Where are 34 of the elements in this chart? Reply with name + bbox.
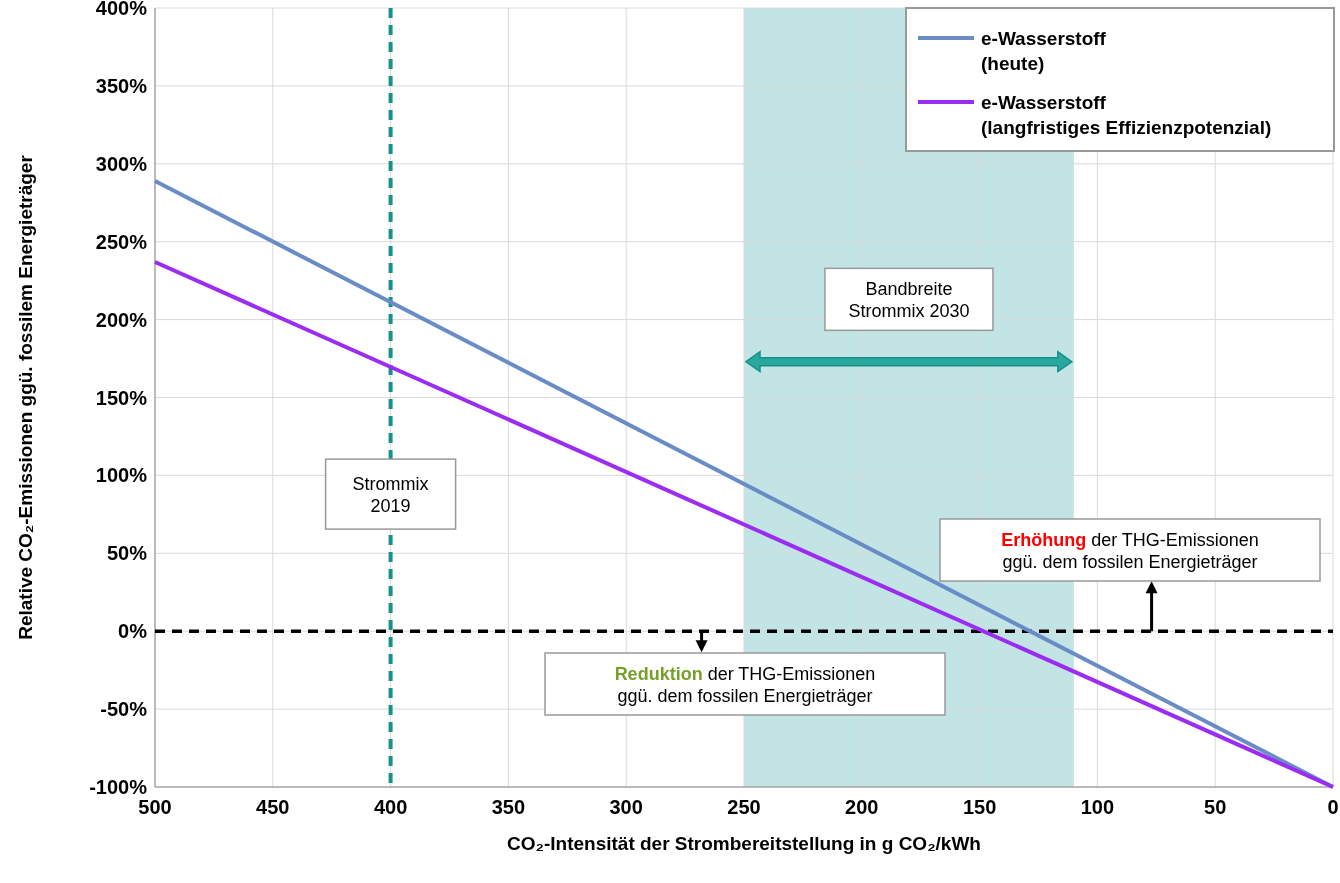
y-tick-label: 300% [95, 152, 148, 175]
y-tick-label: 250% [95, 230, 148, 253]
legend-label: e-Wasserstoff (langfristiges Effizienzpotenzial) [981, 92, 1272, 138]
x-tick-label: 50 [1204, 796, 1227, 818]
y-tick-label: 200% [95, 308, 148, 331]
label-box: Strommix 2019 [324, 458, 457, 530]
x-tick-label: 300 [609, 796, 643, 818]
y-tick-label: 150% [95, 386, 148, 409]
x-tick-label: 400 [373, 796, 408, 818]
label-box: Reduktion der THG-Emissionen ggü. dem fossilen Energieträger [544, 652, 946, 716]
x-tick-label: 500 [138, 796, 172, 818]
legend-label: e-Wasserstoff (heute) [981, 28, 1107, 74]
label-box: Bandbreite Strommix 2030 [824, 267, 994, 332]
y-tick-label: 400% [95, 0, 148, 19]
y-tick-label: 0% [118, 620, 148, 643]
x-tick-label: 250 [727, 796, 761, 818]
band-label: Bandbreite Strommix 2030 [848, 279, 970, 322]
x-tick-label: 0 [1327, 796, 1339, 818]
y-tick-label: 100% [95, 464, 148, 487]
ref-line-label: Strommix 2019 [352, 474, 429, 517]
y-axis-title: Relative CO₂-Emissionen ggü. fossilem Energieträger [15, 154, 36, 640]
x-tick-label: 100 [1080, 796, 1115, 818]
annotation: Erhöhung der THG-Emissionen ggü. dem fossilen Energieträger [1001, 530, 1259, 572]
x-tick-label: 200 [845, 796, 879, 818]
y-tick-label: -100% [89, 776, 148, 798]
y-tick-label: 50% [106, 542, 148, 565]
x-tick-label: 450 [256, 796, 290, 818]
x-tick-label: 150 [962, 796, 997, 818]
x-tick-label: 350 [491, 796, 526, 818]
annotation: Reduktion der THG-Emissionen ggü. dem fossilen Energieträger [614, 664, 876, 706]
label-box: Erhöhung der THG-Emissionen ggü. dem fossilen Energieträger [939, 518, 1321, 582]
y-tick-label: -50% [100, 698, 148, 721]
x-axis-title: CO₂-Intensität der Strombereitstellung in g CO₂/kWh [507, 833, 981, 854]
y-tick-label: 350% [95, 74, 148, 97]
